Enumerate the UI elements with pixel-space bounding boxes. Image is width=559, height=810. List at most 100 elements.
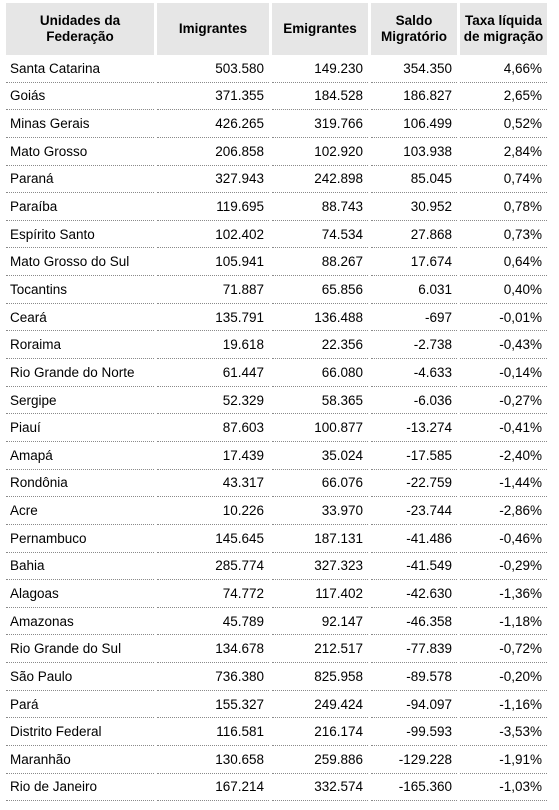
table-row: Alagoas 74.772 117.402 -42.630 -1,36% bbox=[6, 580, 547, 608]
emigrantes-cell: 22.356 bbox=[272, 331, 368, 360]
state-cell: Pará bbox=[6, 691, 154, 719]
saldo-cell: -46.358 bbox=[371, 608, 457, 636]
imigrantes-cell: 61.447 bbox=[157, 359, 269, 387]
taxa-cell: -0,43% bbox=[460, 331, 547, 360]
saldo-cell: 354.350 bbox=[371, 55, 457, 83]
taxa-cell: -2,86% bbox=[460, 497, 547, 525]
emigrantes-cell: 332.574 bbox=[272, 774, 368, 802]
table-row: São Paulo 736.380 825.958 -89.578 -0,20% bbox=[6, 663, 547, 691]
table-row: Amapá 17.439 35.024 -17.585 -2,40% bbox=[6, 442, 547, 470]
emigrantes-cell: 242.898 bbox=[272, 166, 368, 194]
table-body: Santa Catarina 503.580 149.230 354.350 4,66%… bbox=[6, 55, 547, 802]
table-row: Maranhão 130.658 259.886 -129.228 -1,91% bbox=[6, 746, 547, 774]
state-cell: Rondônia bbox=[6, 470, 154, 498]
imigrantes-cell: 10.226 bbox=[157, 497, 269, 525]
state-cell: Distrito Federal bbox=[6, 718, 154, 747]
table-row: Santa Catarina 503.580 149.230 354.350 4,66% bbox=[6, 55, 547, 83]
emigrantes-cell: 259.886 bbox=[272, 746, 368, 774]
table-row: Espírito Santo 102.402 74.534 27.868 0,73% bbox=[6, 221, 547, 249]
state-cell: Roraima bbox=[6, 331, 154, 360]
taxa-cell: -0,01% bbox=[460, 304, 547, 332]
emigrantes-cell: 825.958 bbox=[272, 663, 368, 691]
header-unidades-da-federacao: Unidades da Federação bbox=[6, 3, 154, 55]
taxa-cell: 0,40% bbox=[460, 276, 547, 304]
emigrantes-cell: 327.323 bbox=[272, 553, 368, 581]
state-cell: Minas Gerais bbox=[6, 110, 154, 138]
taxa-cell: -2,40% bbox=[460, 442, 547, 470]
imigrantes-cell: 71.887 bbox=[157, 276, 269, 304]
saldo-cell: -6.036 bbox=[371, 387, 457, 415]
state-cell: Santa Catarina bbox=[6, 55, 154, 83]
state-cell: Paraíba bbox=[6, 193, 154, 221]
table-row: Paraíba 119.695 88.743 30.952 0,78% bbox=[6, 193, 547, 221]
saldo-cell: -89.578 bbox=[371, 663, 457, 691]
taxa-cell: 0,64% bbox=[460, 248, 547, 277]
emigrantes-cell: 319.766 bbox=[272, 110, 368, 138]
saldo-cell: 103.938 bbox=[371, 138, 457, 166]
table-row: Piauí 87.603 100.877 -13.274 -0,41% bbox=[6, 414, 547, 442]
saldo-cell: -22.759 bbox=[371, 470, 457, 498]
taxa-cell: -0,72% bbox=[460, 635, 547, 664]
state-cell: Alagoas bbox=[6, 580, 154, 608]
state-cell: Acre bbox=[6, 497, 154, 525]
imigrantes-cell: 19.618 bbox=[157, 331, 269, 360]
table-row: Goiás 371.355 184.528 186.827 2,65% bbox=[6, 83, 547, 111]
taxa-cell: 0,74% bbox=[460, 166, 547, 194]
table-row: Tocantins 71.887 65.856 6.031 0,40% bbox=[6, 276, 547, 304]
emigrantes-cell: 212.517 bbox=[272, 635, 368, 664]
emigrantes-cell: 100.877 bbox=[272, 414, 368, 442]
saldo-cell: -94.097 bbox=[371, 691, 457, 719]
imigrantes-cell: 119.695 bbox=[157, 193, 269, 221]
header-taxa-liquida: Taxa líquida de migração bbox=[460, 3, 547, 55]
emigrantes-cell: 35.024 bbox=[272, 442, 368, 470]
header-emigrantes: Emigrantes bbox=[272, 3, 368, 55]
table-row: Rio Grande do Norte 61.447 66.080 -4.633 -0,… bbox=[6, 359, 547, 387]
taxa-cell: -1,03% bbox=[460, 774, 547, 802]
table-row: Paraná 327.943 242.898 85.045 0,74% bbox=[6, 166, 547, 194]
saldo-cell: 6.031 bbox=[371, 276, 457, 304]
table-row: Bahia 285.774 327.323 -41.549 -0,29% bbox=[6, 553, 547, 581]
state-cell: Maranhão bbox=[6, 746, 154, 774]
table-row: Ceará 135.791 136.488 -697 -0,01% bbox=[6, 304, 547, 332]
imigrantes-cell: 43.317 bbox=[157, 470, 269, 498]
emigrantes-cell: 65.856 bbox=[272, 276, 368, 304]
imigrantes-cell: 105.941 bbox=[157, 248, 269, 277]
state-cell: Piauí bbox=[6, 414, 154, 442]
emigrantes-cell: 92.147 bbox=[272, 608, 368, 636]
taxa-cell: -0,41% bbox=[460, 414, 547, 442]
imigrantes-cell: 130.658 bbox=[157, 746, 269, 774]
taxa-cell: 2,65% bbox=[460, 83, 547, 111]
saldo-cell: -41.549 bbox=[371, 553, 457, 581]
emigrantes-cell: 216.174 bbox=[272, 718, 368, 747]
imigrantes-cell: 52.329 bbox=[157, 387, 269, 415]
header-row: Unidades da Federação Imigrantes Emigrant… bbox=[6, 3, 547, 55]
state-cell: Goiás bbox=[6, 83, 154, 111]
header-saldo-migratorio: Saldo Migratório bbox=[371, 3, 457, 55]
emigrantes-cell: 33.970 bbox=[272, 497, 368, 525]
imigrantes-cell: 206.858 bbox=[157, 138, 269, 166]
taxa-cell: -0,29% bbox=[460, 553, 547, 581]
saldo-cell: -99.593 bbox=[371, 718, 457, 747]
imigrantes-cell: 74.772 bbox=[157, 580, 269, 608]
taxa-cell: 0,78% bbox=[460, 193, 547, 221]
taxa-cell: -0,46% bbox=[460, 525, 547, 553]
imigrantes-cell: 87.603 bbox=[157, 414, 269, 442]
emigrantes-cell: 66.080 bbox=[272, 359, 368, 387]
table-row: Pernambuco 145.645 187.131 -41.486 -0,46% bbox=[6, 525, 547, 553]
imigrantes-cell: 102.402 bbox=[157, 221, 269, 249]
saldo-cell: 186.827 bbox=[371, 83, 457, 111]
imigrantes-cell: 327.943 bbox=[157, 166, 269, 194]
state-cell: Mato Grosso bbox=[6, 138, 154, 166]
state-cell: Ceará bbox=[6, 304, 154, 332]
taxa-cell: -1,44% bbox=[460, 470, 547, 498]
emigrantes-cell: 117.402 bbox=[272, 580, 368, 608]
taxa-cell: 4,66% bbox=[460, 55, 547, 83]
table-row: Distrito Federal 116.581 216.174 -99.593 -3,… bbox=[6, 718, 547, 747]
emigrantes-cell: 58.365 bbox=[272, 387, 368, 415]
imigrantes-cell: 155.327 bbox=[157, 691, 269, 719]
emigrantes-cell: 249.424 bbox=[272, 691, 368, 719]
table-row: Roraima 19.618 22.356 -2.738 -0,43% bbox=[6, 331, 547, 360]
taxa-cell: -1,18% bbox=[460, 608, 547, 636]
taxa-cell: 0,52% bbox=[460, 110, 547, 138]
state-cell: Pernambuco bbox=[6, 525, 154, 553]
